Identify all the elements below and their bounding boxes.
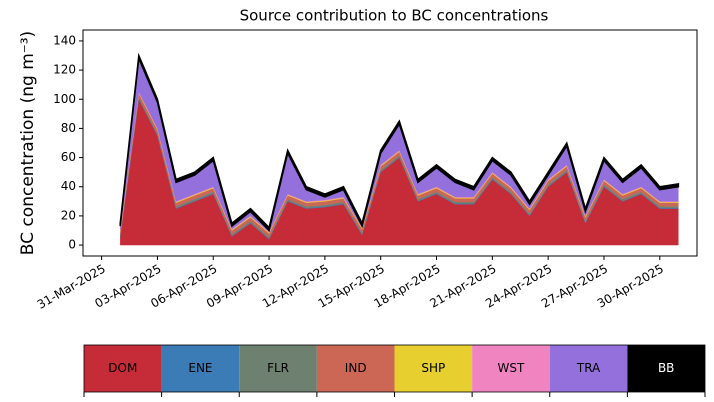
y-tick-label: 80 — [61, 121, 76, 135]
legend-swatch — [549, 345, 628, 392]
legend-label: DOM — [108, 361, 137, 375]
legend-label: IND — [345, 361, 367, 375]
axes-frame — [82, 29, 698, 257]
legend-label: FLR — [267, 361, 289, 375]
y-tick-label: 20 — [61, 208, 76, 222]
chart-title: Source contribution to BC concentrations — [240, 7, 549, 25]
area-bb — [119, 52, 680, 232]
y-tick-label: 60 — [61, 150, 76, 164]
y-tick-label: 120 — [53, 63, 76, 77]
legend-swatch — [472, 345, 550, 392]
legend-swatch — [627, 345, 705, 392]
y-tick-label: 0 — [68, 238, 76, 252]
colorbar-legend: DOM ENE FLR IND SHP WST TRA BB — [83, 344, 706, 397]
legend-label: BB — [658, 361, 674, 375]
y-tick-label: 40 — [61, 179, 76, 193]
legend-frame — [83, 344, 706, 393]
y-axis-label: BC concentration (ng m⁻³) — [18, 31, 38, 255]
legend-label: TRA — [576, 361, 601, 375]
legend-swatch — [394, 345, 473, 392]
legend-swatch — [84, 345, 162, 392]
legend-swatch — [316, 345, 395, 392]
legend-swatch — [161, 345, 240, 392]
y-tick-label: 100 — [53, 92, 76, 106]
legend-label: ENE — [188, 361, 212, 375]
plot-area: 02040608010012014031-Mar-202503-Apr-2025… — [35, 29, 698, 312]
legend-label: WST — [498, 361, 525, 375]
legend-swatch — [239, 345, 317, 392]
legend-label: SHP — [421, 361, 445, 375]
y-tick-label: 140 — [53, 33, 76, 47]
